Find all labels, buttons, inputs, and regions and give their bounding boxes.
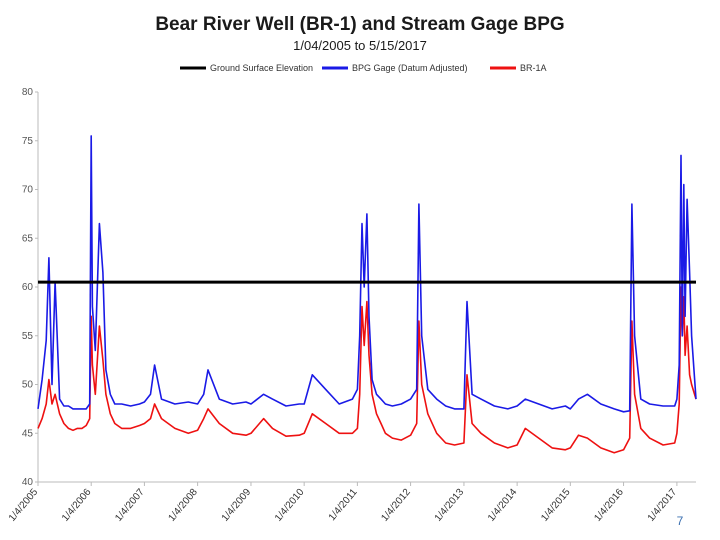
y-tick-label: 65 bbox=[22, 233, 34, 244]
y-tick-label: 80 bbox=[22, 87, 34, 98]
x-tick-label: 1/4/2005 bbox=[7, 487, 41, 524]
br-1a-line bbox=[37, 286, 697, 454]
x-tick-label: 1/4/2006 bbox=[60, 487, 94, 524]
legend-label: BR-1A bbox=[520, 63, 547, 73]
bpg-gage-line bbox=[37, 135, 697, 413]
page-number: 7 bbox=[677, 514, 684, 528]
y-tick-label: 70 bbox=[22, 185, 34, 196]
legend-label: Ground Surface Elevation bbox=[210, 63, 313, 73]
x-tick-label: 1/4/2012 bbox=[379, 487, 413, 524]
chart-title: Bear River Well (BR-1) and Stream Gage B… bbox=[155, 14, 564, 35]
y-tick-label: 50 bbox=[22, 380, 34, 391]
x-tick-label: 1/4/2015 bbox=[539, 487, 573, 524]
y-tick-label: 45 bbox=[22, 428, 34, 439]
y-tick-label: 40 bbox=[22, 477, 34, 488]
y-tick-label: 55 bbox=[22, 331, 34, 342]
y-tick-label: 75 bbox=[22, 136, 34, 147]
x-tick-label: 1/4/2007 bbox=[113, 487, 147, 524]
chart-legend: Ground Surface Elevation BPG Gage (Datum … bbox=[180, 63, 547, 73]
y-tick-label: 60 bbox=[22, 282, 34, 293]
x-tick-label: 1/4/2008 bbox=[166, 487, 200, 524]
chart-subtitle: 1/04/2005 to 5/15/2017 bbox=[293, 38, 427, 53]
x-tick-label: 1/4/2009 bbox=[220, 487, 254, 524]
x-tick-label: 1/4/2011 bbox=[327, 487, 360, 524]
x-tick-label: 1/4/2017 bbox=[646, 487, 680, 524]
plot-area: 40 45 50 55 60 65 70 75 80 1/4/2005 1/4/2006 1/4/20… bbox=[7, 87, 697, 524]
x-tick-label: 1/4/2013 bbox=[433, 487, 467, 524]
legend-label: BPG Gage (Datum Adjusted) bbox=[352, 63, 468, 73]
x-tick-label: 1/4/2016 bbox=[592, 487, 626, 524]
x-tick-label: 1/4/2014 bbox=[486, 487, 520, 524]
x-tick-label: 1/4/2010 bbox=[273, 487, 307, 524]
